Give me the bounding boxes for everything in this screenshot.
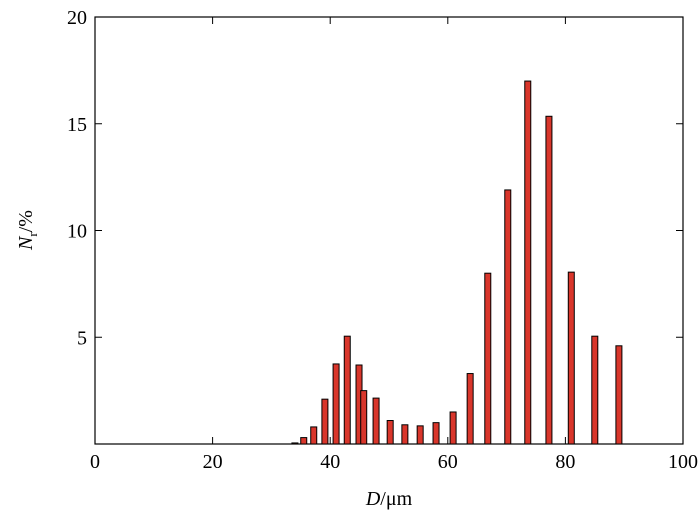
x-tick-label: 20 — [203, 451, 223, 473]
y-tick-label: 10 — [67, 221, 87, 243]
x-label-unit: /μm — [380, 488, 412, 510]
bar — [386, 420, 394, 445]
bar — [343, 335, 351, 445]
bar — [401, 424, 409, 445]
bar — [416, 425, 424, 445]
bar — [545, 115, 553, 445]
bar — [310, 426, 318, 445]
bar — [466, 373, 474, 445]
bar — [615, 345, 623, 445]
bar — [484, 272, 492, 445]
bar — [291, 442, 299, 445]
x-tick-label: 60 — [438, 451, 458, 473]
y-label-unit: /% — [15, 210, 37, 232]
bar — [567, 271, 575, 445]
y-axis-label: Nr/% — [15, 210, 40, 251]
y-label-main: N — [15, 235, 37, 251]
x-axis-label: D/μm — [365, 488, 413, 510]
bar — [449, 411, 457, 445]
y-tick-label: 20 — [67, 7, 87, 29]
y-tick-label: 5 — [77, 327, 87, 349]
bar — [372, 397, 380, 445]
bar — [321, 398, 329, 445]
bar — [591, 335, 599, 445]
bar — [332, 363, 340, 445]
bar — [300, 437, 308, 445]
bar — [432, 422, 440, 445]
bar — [504, 189, 512, 445]
bar — [524, 80, 532, 445]
x-tick-label: 0 — [90, 451, 100, 473]
x-tick-label: 100 — [668, 451, 698, 473]
bar — [360, 390, 368, 445]
x-tick-label: 80 — [555, 451, 575, 473]
x-tick-label: 40 — [320, 451, 340, 473]
y-tick-label: 15 — [67, 114, 87, 136]
y-label-sub: r — [25, 232, 40, 237]
x-label-main: D — [365, 488, 381, 510]
